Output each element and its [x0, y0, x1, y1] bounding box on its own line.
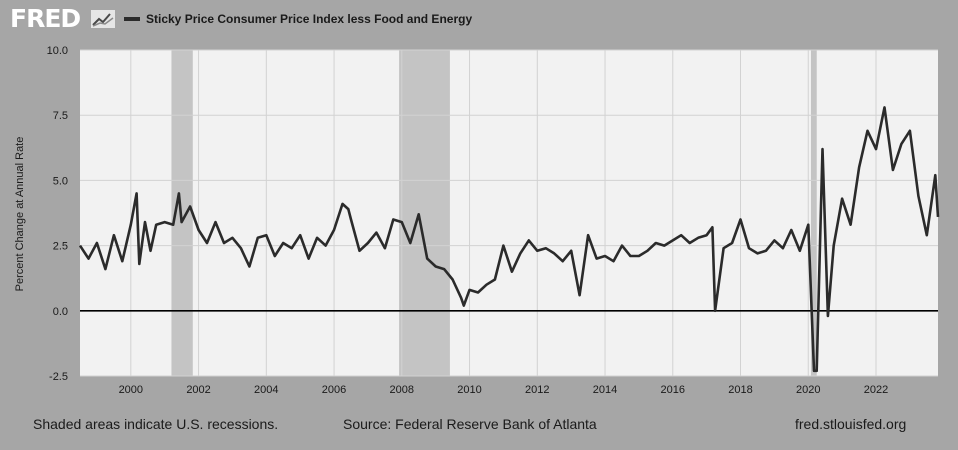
x-tick-label: 2006	[322, 384, 346, 396]
x-tick-label: 2016	[661, 384, 685, 396]
x-tick-label: 2020	[796, 384, 820, 396]
series-layer	[78, 106, 940, 373]
y-tick-label: 0.0	[53, 306, 68, 318]
source-note: Source: Federal Reserve Bank of Atlanta	[343, 416, 597, 432]
y-axis-title: Percent Change at Annual Rate	[14, 137, 26, 292]
x-tick-label: 2014	[593, 384, 617, 396]
y-tick-label: 7.5	[53, 110, 68, 122]
y-tick-labels: -2.5 0.0 2.5 5.0 7.5 10.0	[47, 45, 68, 383]
y-tick-label: -2.5	[49, 371, 68, 383]
series-line	[78, 106, 940, 373]
chart-line-logo-icon	[91, 10, 115, 28]
y-tick-label: 2.5	[53, 241, 68, 253]
fred-logo[interactable]: FRED	[10, 4, 81, 33]
x-tick-label: 2000	[119, 384, 143, 396]
x-tick-label: 2004	[254, 384, 278, 396]
plot-area	[80, 50, 938, 376]
x-tick-label: 2008	[390, 384, 414, 396]
y-tick-label: 5.0	[53, 175, 68, 187]
fred-site-link[interactable]: fred.stlouisfed.org	[795, 416, 907, 432]
recession-band	[399, 50, 450, 376]
gridlines	[80, 49, 938, 377]
legend: Sticky Price Consumer Price Index less F…	[124, 12, 472, 26]
recession-note: Shaded areas indicate U.S. recessions.	[33, 416, 279, 432]
recession-bands	[171, 50, 817, 376]
chart-header: FRED Sticky Price Consumer Price Index l…	[0, 0, 958, 40]
x-tick-label: 2018	[728, 384, 752, 396]
x-tick-label: 2022	[864, 384, 888, 396]
x-tick-label: 2010	[457, 384, 481, 396]
x-tick-labels: 2000 2002 2004 2006 2008 2010 2012 2014 2016 2018…	[119, 384, 889, 396]
legend-series-label: Sticky Price Consumer Price Index less F…	[146, 12, 473, 26]
x-tick-label: 2002	[186, 384, 210, 396]
recession-band	[171, 50, 193, 376]
y-tick-label: 10.0	[47, 45, 68, 57]
x-tick-label: 2012	[525, 384, 549, 396]
recession-band	[810, 50, 817, 376]
legend-swatch	[124, 17, 140, 21]
